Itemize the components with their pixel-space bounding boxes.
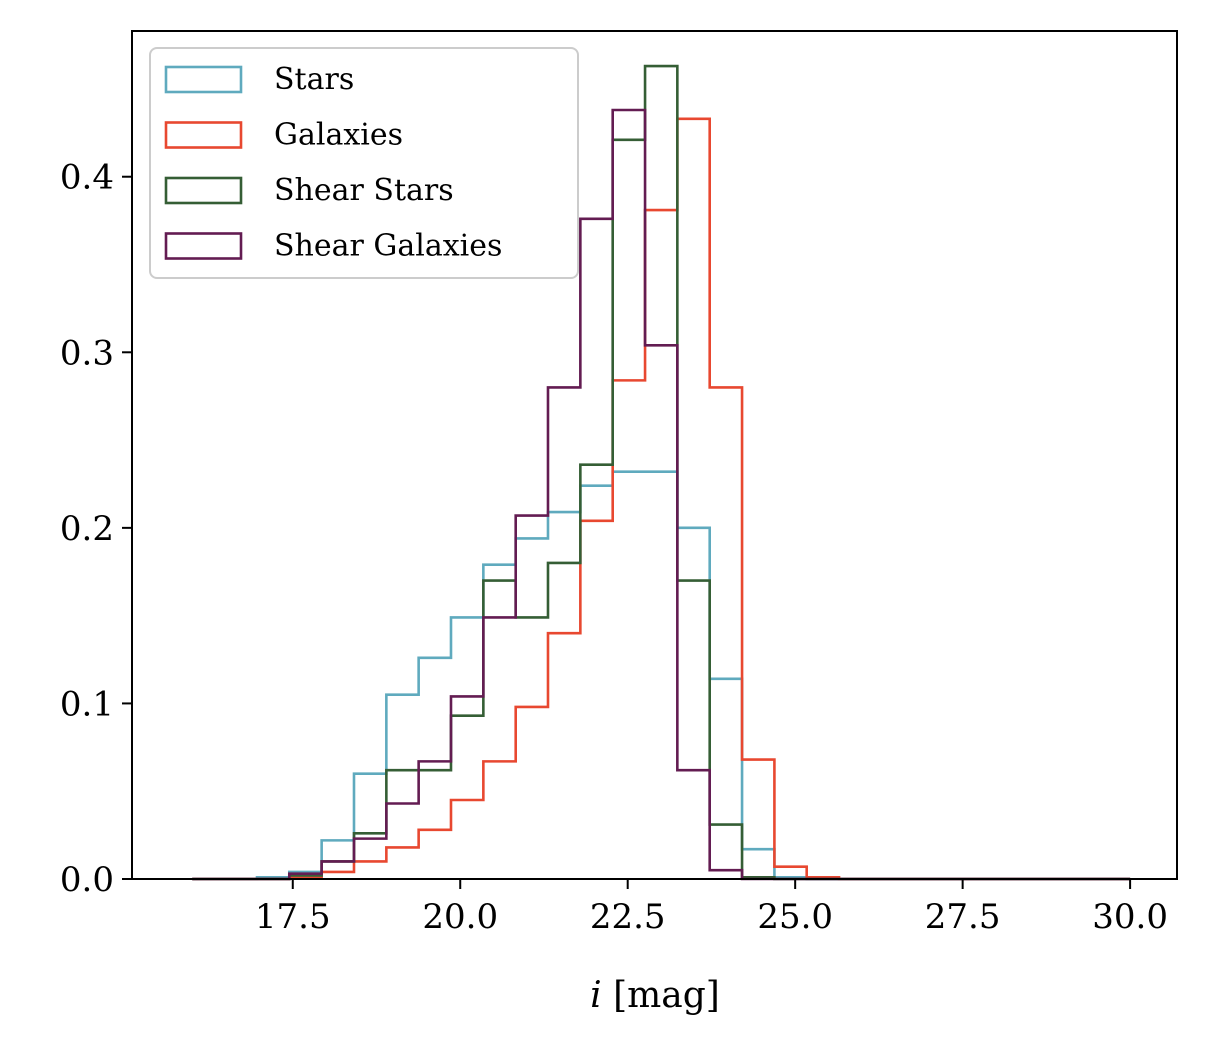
- legend-swatch: [164, 176, 243, 205]
- histogram-bin: [645, 345, 677, 879]
- histogram-bin: [710, 870, 742, 879]
- legend-item: Shear Stars: [164, 173, 454, 208]
- plot-frame: [131, 30, 1178, 880]
- histogram-bin: [548, 387, 580, 879]
- histogram-bin: [386, 804, 418, 879]
- histogram-bin: [774, 867, 806, 879]
- legend-label: Stars: [274, 62, 354, 97]
- x-axis-label-italic: i: [590, 975, 602, 1016]
- legend: Stars Galaxies Shear Stars Shear Galaxies: [149, 47, 579, 279]
- histogram-bin: [451, 696, 483, 879]
- legend-swatch: [164, 232, 243, 260]
- histogram-bin: [710, 387, 742, 879]
- x-axis: 17.5 20.0 22.5 25.0 27.5 30.0: [255, 879, 1168, 937]
- y-tick-label: 0.3: [60, 333, 114, 373]
- histogram-bin: [677, 770, 709, 879]
- histogram-bin: [483, 617, 515, 879]
- x-tick-label: 22.5: [590, 897, 666, 937]
- histogram-bin: [322, 861, 354, 879]
- x-tick-label: 17.5: [255, 897, 331, 937]
- legend-item: Stars: [164, 62, 354, 97]
- legend-swatch: [164, 121, 243, 149]
- histogram-bin: [742, 760, 774, 879]
- legend-label: Galaxies: [274, 118, 403, 153]
- y-tick-label: 0.2: [60, 509, 114, 549]
- x-axis-label: i [mag]: [590, 975, 720, 1016]
- x-tick-label: 27.5: [925, 897, 1001, 937]
- legend-item: Galaxies: [164, 118, 403, 153]
- legend-swatch: [164, 65, 243, 94]
- histogram-bin: [580, 219, 612, 879]
- legend-item: Shear Galaxies: [164, 229, 502, 264]
- y-tick-label: 0.0: [60, 860, 114, 900]
- x-tick-label: 20.0: [422, 897, 498, 937]
- legend-label: Shear Galaxies: [274, 229, 502, 264]
- y-axis: 0.0 0.1 0.2 0.3 0.4: [60, 158, 132, 900]
- y-tick-label: 0.1: [60, 684, 114, 724]
- x-tick-label: 30.0: [1092, 897, 1168, 937]
- histogram-bin: [516, 516, 548, 879]
- legend-box: [149, 47, 579, 279]
- histogram-bin: [613, 110, 645, 879]
- x-tick-label: 25.0: [757, 897, 833, 937]
- y-tick-label: 0.4: [60, 158, 114, 198]
- x-axis-label-unit: [mag]: [602, 975, 720, 1016]
- legend-label: Shear Stars: [274, 173, 454, 208]
- histogram-bin: [354, 839, 386, 879]
- histogram-bin: [419, 761, 451, 879]
